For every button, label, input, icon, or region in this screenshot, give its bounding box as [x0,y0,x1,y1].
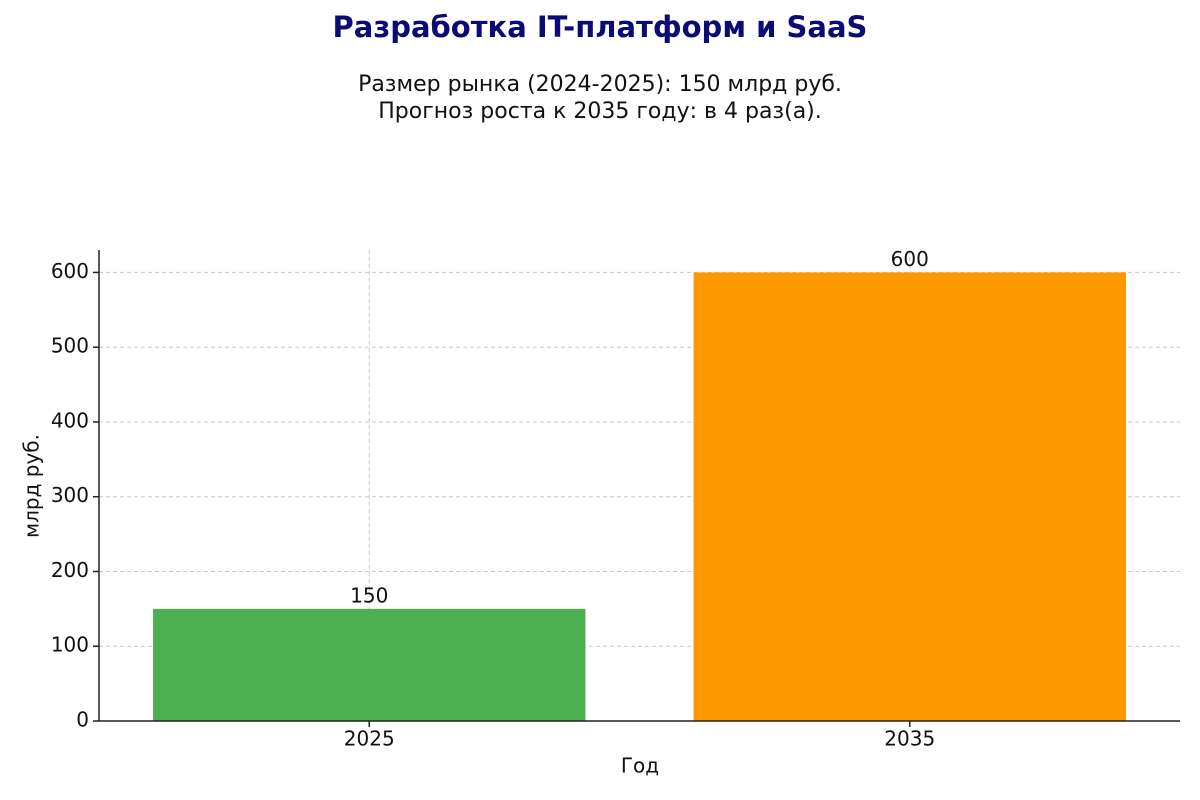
y-tick-label: 400 [51,408,89,432]
chart-title: Разработка IT-платформ и SaaS [333,10,868,44]
y-tick-label: 500 [51,334,89,358]
x-tick-label: 2035 [884,727,935,751]
y-axis-label: млрд руб. [20,434,44,538]
bar [153,608,586,721]
y-tick-label: 600 [51,259,89,283]
data-label: 150 [350,583,388,607]
y-tick-label: 0 [76,708,89,732]
chart-subtitle: Прогноз роста к 2035 году: в 4 раз(а). [378,99,822,124]
bar [693,272,1126,721]
y-tick-label: 100 [51,633,89,657]
y-tick-label: 300 [51,483,89,507]
chart-subtitle: Размер рынка (2024-2025): 150 млрд руб. [358,72,842,97]
data-label: 600 [891,247,929,271]
x-tick-label: 2025 [344,727,395,751]
y-tick-label: 200 [51,558,89,582]
x-axis-label: Год [621,754,659,778]
